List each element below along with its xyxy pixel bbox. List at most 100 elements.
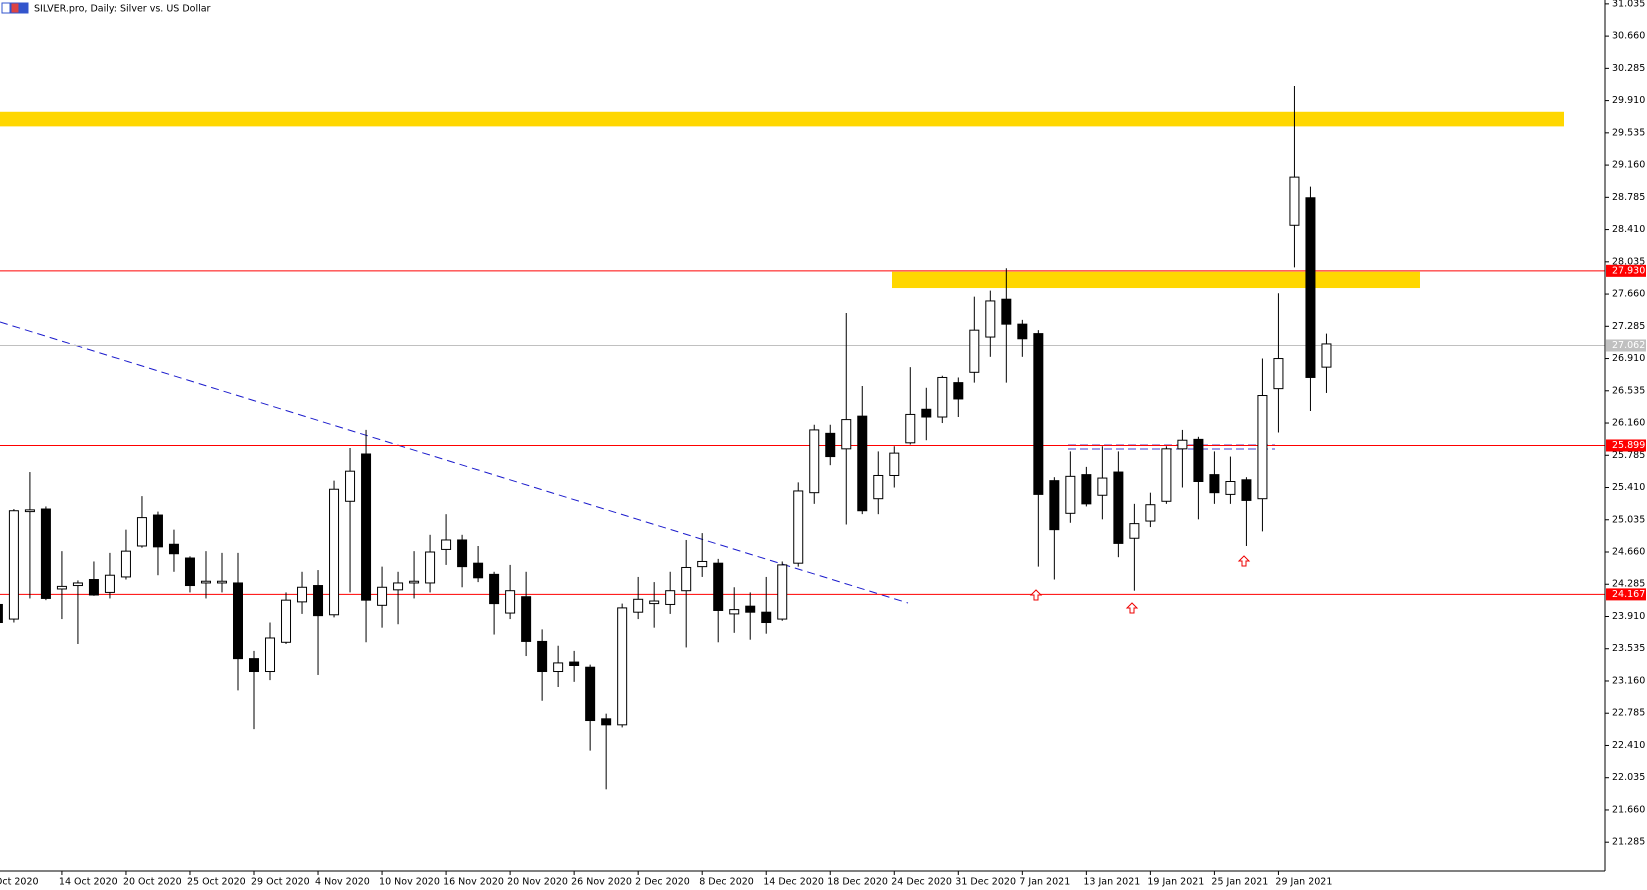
candle-body: [457, 539, 468, 568]
candle-body: [184, 557, 195, 587]
candle-body: [409, 580, 420, 584]
candle-body: [889, 452, 900, 476]
candle-body: [1305, 197, 1316, 378]
candle-body: [1225, 481, 1236, 495]
candle-body: [601, 718, 612, 726]
candle-body: [825, 432, 836, 458]
candle-body: [921, 408, 932, 418]
y-tick-label: 28.035: [1612, 256, 1645, 267]
up-arrow: [1125, 602, 1139, 614]
candle-body: [168, 543, 179, 555]
x-tick-label: 4 Nov 2020: [315, 877, 370, 888]
x-tick-label: 2 Dec 2020: [635, 877, 690, 888]
x-tick-label: 29 Jan 2021: [1275, 877, 1332, 888]
candle-body: [72, 582, 83, 587]
candle-body: [200, 580, 211, 584]
candle-body: [216, 580, 227, 584]
x-tick-label: 19 Jan 2021: [1147, 877, 1204, 888]
x-tick-label: 18 Dec 2020: [827, 877, 888, 888]
candle-body: [969, 329, 980, 373]
price-label-box: [1606, 264, 1646, 277]
candle-body: [8, 510, 19, 620]
candle-body: [1097, 477, 1108, 496]
candle-body: [345, 470, 356, 502]
candle-body: [1129, 523, 1140, 539]
price-label: 27.062: [1612, 340, 1645, 351]
x-tick-label: 16 Nov 2020: [443, 877, 504, 888]
candle-body: [329, 488, 340, 616]
x-tick-label: 24 Dec 2020: [891, 877, 952, 888]
candle-body: [152, 514, 163, 548]
candle-body: [120, 550, 131, 578]
y-tick-label: 22.410: [1612, 740, 1645, 751]
candle-body: [40, 508, 51, 599]
candle-body: [841, 419, 852, 450]
candle-body: [521, 596, 532, 642]
candle-body: [777, 564, 788, 620]
symbol-icon: [1, 2, 29, 14]
candle-body: [1145, 504, 1156, 522]
x-tick-label: 20 Nov 2020: [507, 877, 568, 888]
y-tick-label: 30.660: [1612, 31, 1645, 42]
y-tick-label: 29.535: [1612, 127, 1645, 138]
x-tick-label: 14 Oct 2020: [59, 877, 118, 888]
candle-body: [24, 509, 35, 513]
candle-body: [0, 603, 3, 624]
y-tick-label: 23.910: [1612, 611, 1645, 622]
y-tick-label: 25.785: [1612, 450, 1645, 461]
candle-body: [249, 658, 260, 673]
candle-body: [937, 376, 948, 418]
trend-line: [0, 321, 909, 604]
price-label: 25.899: [1612, 440, 1645, 451]
x-tick-label: 26 Nov 2020: [571, 877, 632, 888]
candle-body: [793, 490, 804, 564]
candle-body: [489, 573, 500, 605]
candle-body: [505, 590, 516, 614]
y-tick-label: 26.160: [1612, 418, 1645, 429]
candle-body: [1161, 448, 1172, 502]
candle-body: [809, 429, 820, 494]
candle-body: [617, 607, 628, 726]
candle-body: [1257, 395, 1268, 500]
y-tick-label: 29.910: [1612, 95, 1645, 106]
y-tick-label: 28.785: [1612, 192, 1645, 203]
candle-body: [1065, 475, 1076, 514]
candle-body: [873, 474, 884, 500]
price-label: 27.930: [1612, 265, 1645, 276]
candle-body: [713, 562, 724, 611]
candle-body: [761, 611, 772, 624]
y-tick-label: 21.285: [1612, 837, 1645, 848]
candle-body: [985, 300, 996, 338]
y-tick-label: 22.785: [1612, 708, 1645, 719]
x-tick-label: 10 Nov 2020: [379, 877, 440, 888]
candle-body: [56, 585, 67, 590]
x-tick-label: 13 Jan 2021: [1083, 877, 1140, 888]
candle-body: [1049, 480, 1060, 531]
y-tick-label: 24.660: [1612, 547, 1645, 558]
candle-body: [441, 539, 452, 550]
price-zone: [892, 271, 1420, 289]
candle-body: [665, 590, 676, 605]
y-tick-label: 25.035: [1612, 514, 1645, 525]
candle-body: [1017, 323, 1028, 340]
y-tick-label: 24.285: [1612, 579, 1645, 590]
candle-body: [1033, 333, 1044, 495]
candle-body: [393, 582, 404, 591]
price-zone: [0, 111, 1564, 127]
y-tick-label: 23.535: [1612, 643, 1645, 654]
x-tick-label: Oct 2020: [0, 877, 39, 888]
y-tick-label: 28.410: [1612, 224, 1645, 235]
candle-body: [569, 661, 580, 667]
x-tick-label: 20 Oct 2020: [123, 877, 182, 888]
y-tick-label: 23.160: [1612, 675, 1645, 686]
candle-body: [265, 637, 276, 673]
candle-body: [232, 582, 243, 660]
candle-body: [537, 640, 548, 673]
price-label-box: [1606, 439, 1646, 452]
price-label: 24.167: [1612, 589, 1645, 600]
candle-body: [857, 415, 868, 512]
y-tick-label: 29.160: [1612, 160, 1645, 171]
candle-body: [1241, 479, 1252, 501]
y-tick-label: 30.285: [1612, 63, 1645, 74]
candle-body: [585, 666, 596, 722]
